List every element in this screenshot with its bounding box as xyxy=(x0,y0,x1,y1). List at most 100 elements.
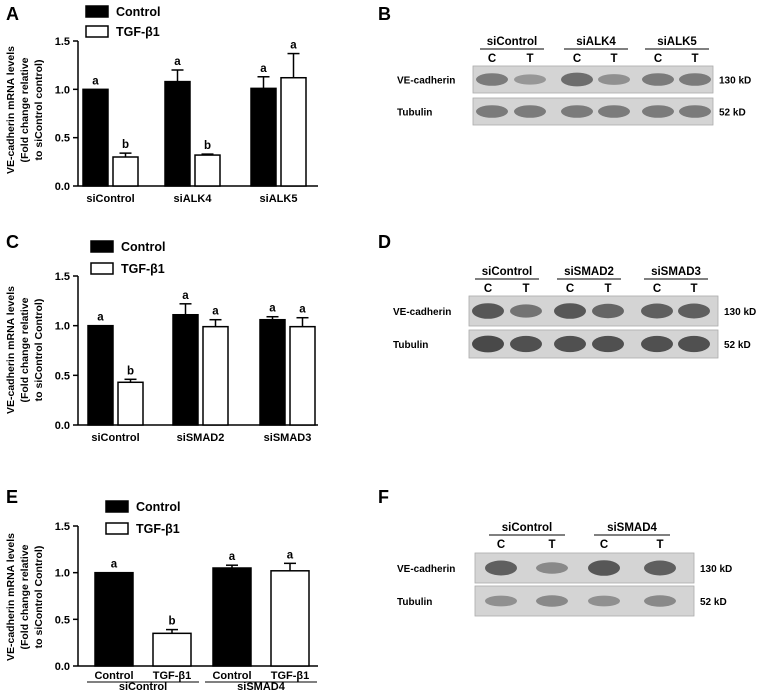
bar xyxy=(280,76,307,187)
legend-swatch xyxy=(85,25,109,38)
blot-band xyxy=(592,303,624,319)
legend-label: TGF-β1 xyxy=(116,25,160,39)
blot-band xyxy=(485,595,517,607)
chart-panel-c: C VE-cadherin mRNA levels (Fold change rel… xyxy=(5,232,318,444)
significance-label: a xyxy=(212,306,219,318)
blot-band xyxy=(588,560,620,576)
significance-label: a xyxy=(260,63,267,75)
blot-band xyxy=(514,105,546,118)
bar xyxy=(259,318,286,426)
blot-group-label: siALK5 xyxy=(657,36,697,48)
y-axis-label: to siControl Control) xyxy=(33,546,45,649)
blot-band xyxy=(642,105,674,118)
lane-label: C xyxy=(653,283,661,295)
y-tick-label: 0.5 xyxy=(55,614,70,626)
y-tick-label: 0.0 xyxy=(55,661,70,673)
blot-group-label: siSMAD4 xyxy=(607,522,657,534)
bar xyxy=(164,80,191,187)
bar xyxy=(194,154,221,187)
blot-band xyxy=(679,73,711,86)
legend-label: Control xyxy=(121,240,165,254)
blot-group-label: siControl xyxy=(502,522,552,534)
significance-label: a xyxy=(174,56,181,68)
bar xyxy=(117,381,144,426)
significance-label: b xyxy=(122,139,129,151)
blot-row-label: Tubulin xyxy=(397,597,432,608)
blot-band xyxy=(476,105,508,118)
y-axis-label: (Fold change relative xyxy=(19,57,31,162)
y-tick-label: 1.0 xyxy=(55,568,70,580)
blot-band xyxy=(641,335,673,353)
blot-row-label: Tubulin xyxy=(393,340,428,351)
blot-size-label: 52 kD xyxy=(700,597,727,608)
significance-label: b xyxy=(127,365,134,377)
blot-band xyxy=(561,105,593,118)
blot-group-label: siControl xyxy=(487,36,537,48)
bar xyxy=(87,324,114,426)
panel-letter: F xyxy=(378,487,389,507)
bar xyxy=(82,88,109,187)
panel-letter: D xyxy=(378,232,391,252)
blot-row-label: Tubulin xyxy=(397,108,432,119)
panel-letter: E xyxy=(6,487,18,507)
y-axis-label: to siControl control) xyxy=(33,60,45,161)
y-axis-label: (Fold change relative xyxy=(19,297,31,402)
blot-band xyxy=(514,74,546,85)
blot-size-label: 52 kD xyxy=(724,340,751,351)
y-axis-label: VE-cadherin mRNA levels xyxy=(5,286,17,414)
blot-band xyxy=(510,335,542,353)
y-tick-label: 1.5 xyxy=(55,521,70,533)
blot-size-label: 130 kD xyxy=(700,564,732,575)
blot-band xyxy=(678,303,710,319)
chart-panel-a: A VE-cadherin mRNA levels (Fold change rel… xyxy=(5,4,318,205)
y-tick-label: 0.0 xyxy=(55,420,70,432)
blot-group-label: siControl xyxy=(482,266,532,278)
blot-band xyxy=(561,72,593,87)
lane-label: T xyxy=(610,53,617,65)
y-axis-label: (Fold change relative xyxy=(19,544,31,649)
bar-label: TGF-β1 xyxy=(271,670,310,682)
y-tick-label: 1.5 xyxy=(55,271,70,283)
y-axis-label: VE-cadherin mRNA levels xyxy=(5,533,17,661)
legend-swatch xyxy=(85,5,109,18)
blot-band xyxy=(679,105,711,118)
bar-label: TGF-β1 xyxy=(153,670,192,682)
significance-label: a xyxy=(299,304,306,316)
blot-band xyxy=(642,73,674,86)
lane-label: C xyxy=(600,539,608,551)
significance-label: a xyxy=(111,559,118,571)
blot-band xyxy=(472,303,504,319)
blot-band xyxy=(592,335,624,353)
panel-letter: A xyxy=(6,4,19,24)
x-tick-label: siSMAD4 xyxy=(237,681,286,693)
blot-band xyxy=(485,560,517,576)
panel-letter: C xyxy=(6,232,19,252)
blot-band xyxy=(472,335,504,353)
legend-label: TGF-β1 xyxy=(136,522,180,536)
significance-label: a xyxy=(97,312,104,324)
lane-label: C xyxy=(497,539,505,551)
blot-size-label: 52 kD xyxy=(719,108,746,119)
blot-size-label: 130 kD xyxy=(719,76,751,87)
legend-label: Control xyxy=(136,500,180,514)
x-tick-label: siSMAD3 xyxy=(264,432,312,444)
legend-swatch xyxy=(90,262,114,275)
y-tick-label: 0.5 xyxy=(55,370,70,382)
chart-panel-e: E VE-cadherin mRNA levels (Fold change rel… xyxy=(5,487,318,693)
blot-band xyxy=(536,595,568,607)
blot-band xyxy=(554,303,586,319)
y-tick-label: 1.5 xyxy=(55,36,70,48)
bar xyxy=(152,632,192,667)
x-tick-label: siControl xyxy=(91,432,139,444)
lane-label: T xyxy=(690,283,697,295)
lane-label: C xyxy=(654,53,662,65)
blot-band xyxy=(644,595,676,607)
legend-swatch xyxy=(90,240,114,253)
blot-row-label: VE-cadherin xyxy=(393,307,451,318)
legend-label: TGF-β1 xyxy=(121,262,165,276)
y-tick-label: 0.5 xyxy=(55,133,70,145)
lane-label: C xyxy=(488,53,496,65)
panel-letter: B xyxy=(378,4,391,24)
